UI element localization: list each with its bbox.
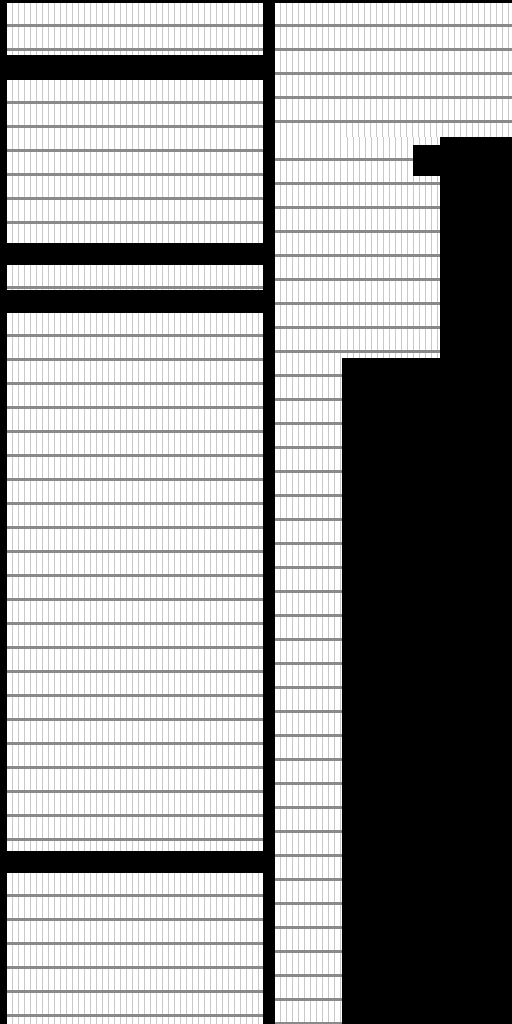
left-panel-2: [7, 80, 263, 243]
left-panel-4: [7, 313, 263, 851]
left-panel-3: [7, 265, 263, 290]
right-panel-top: [275, 3, 512, 137]
black-block-large: [342, 358, 512, 1024]
left-panel-5: [7, 873, 263, 1024]
left-panel-1: [7, 3, 263, 55]
right-panel-narrow: [275, 137, 342, 1024]
black-block-right: [441, 137, 512, 358]
black-block-small: [413, 145, 443, 176]
